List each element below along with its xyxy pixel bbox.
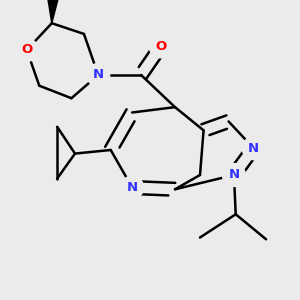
Circle shape (242, 137, 265, 160)
Text: N: N (127, 181, 138, 194)
Circle shape (87, 64, 110, 86)
Text: N: N (248, 142, 259, 155)
Text: N: N (228, 169, 239, 182)
Text: O: O (155, 40, 166, 53)
Circle shape (15, 39, 38, 62)
Circle shape (149, 35, 172, 58)
Circle shape (121, 176, 144, 199)
Polygon shape (46, 0, 62, 23)
Circle shape (223, 164, 245, 186)
Text: N: N (93, 68, 104, 82)
Text: O: O (21, 44, 32, 56)
